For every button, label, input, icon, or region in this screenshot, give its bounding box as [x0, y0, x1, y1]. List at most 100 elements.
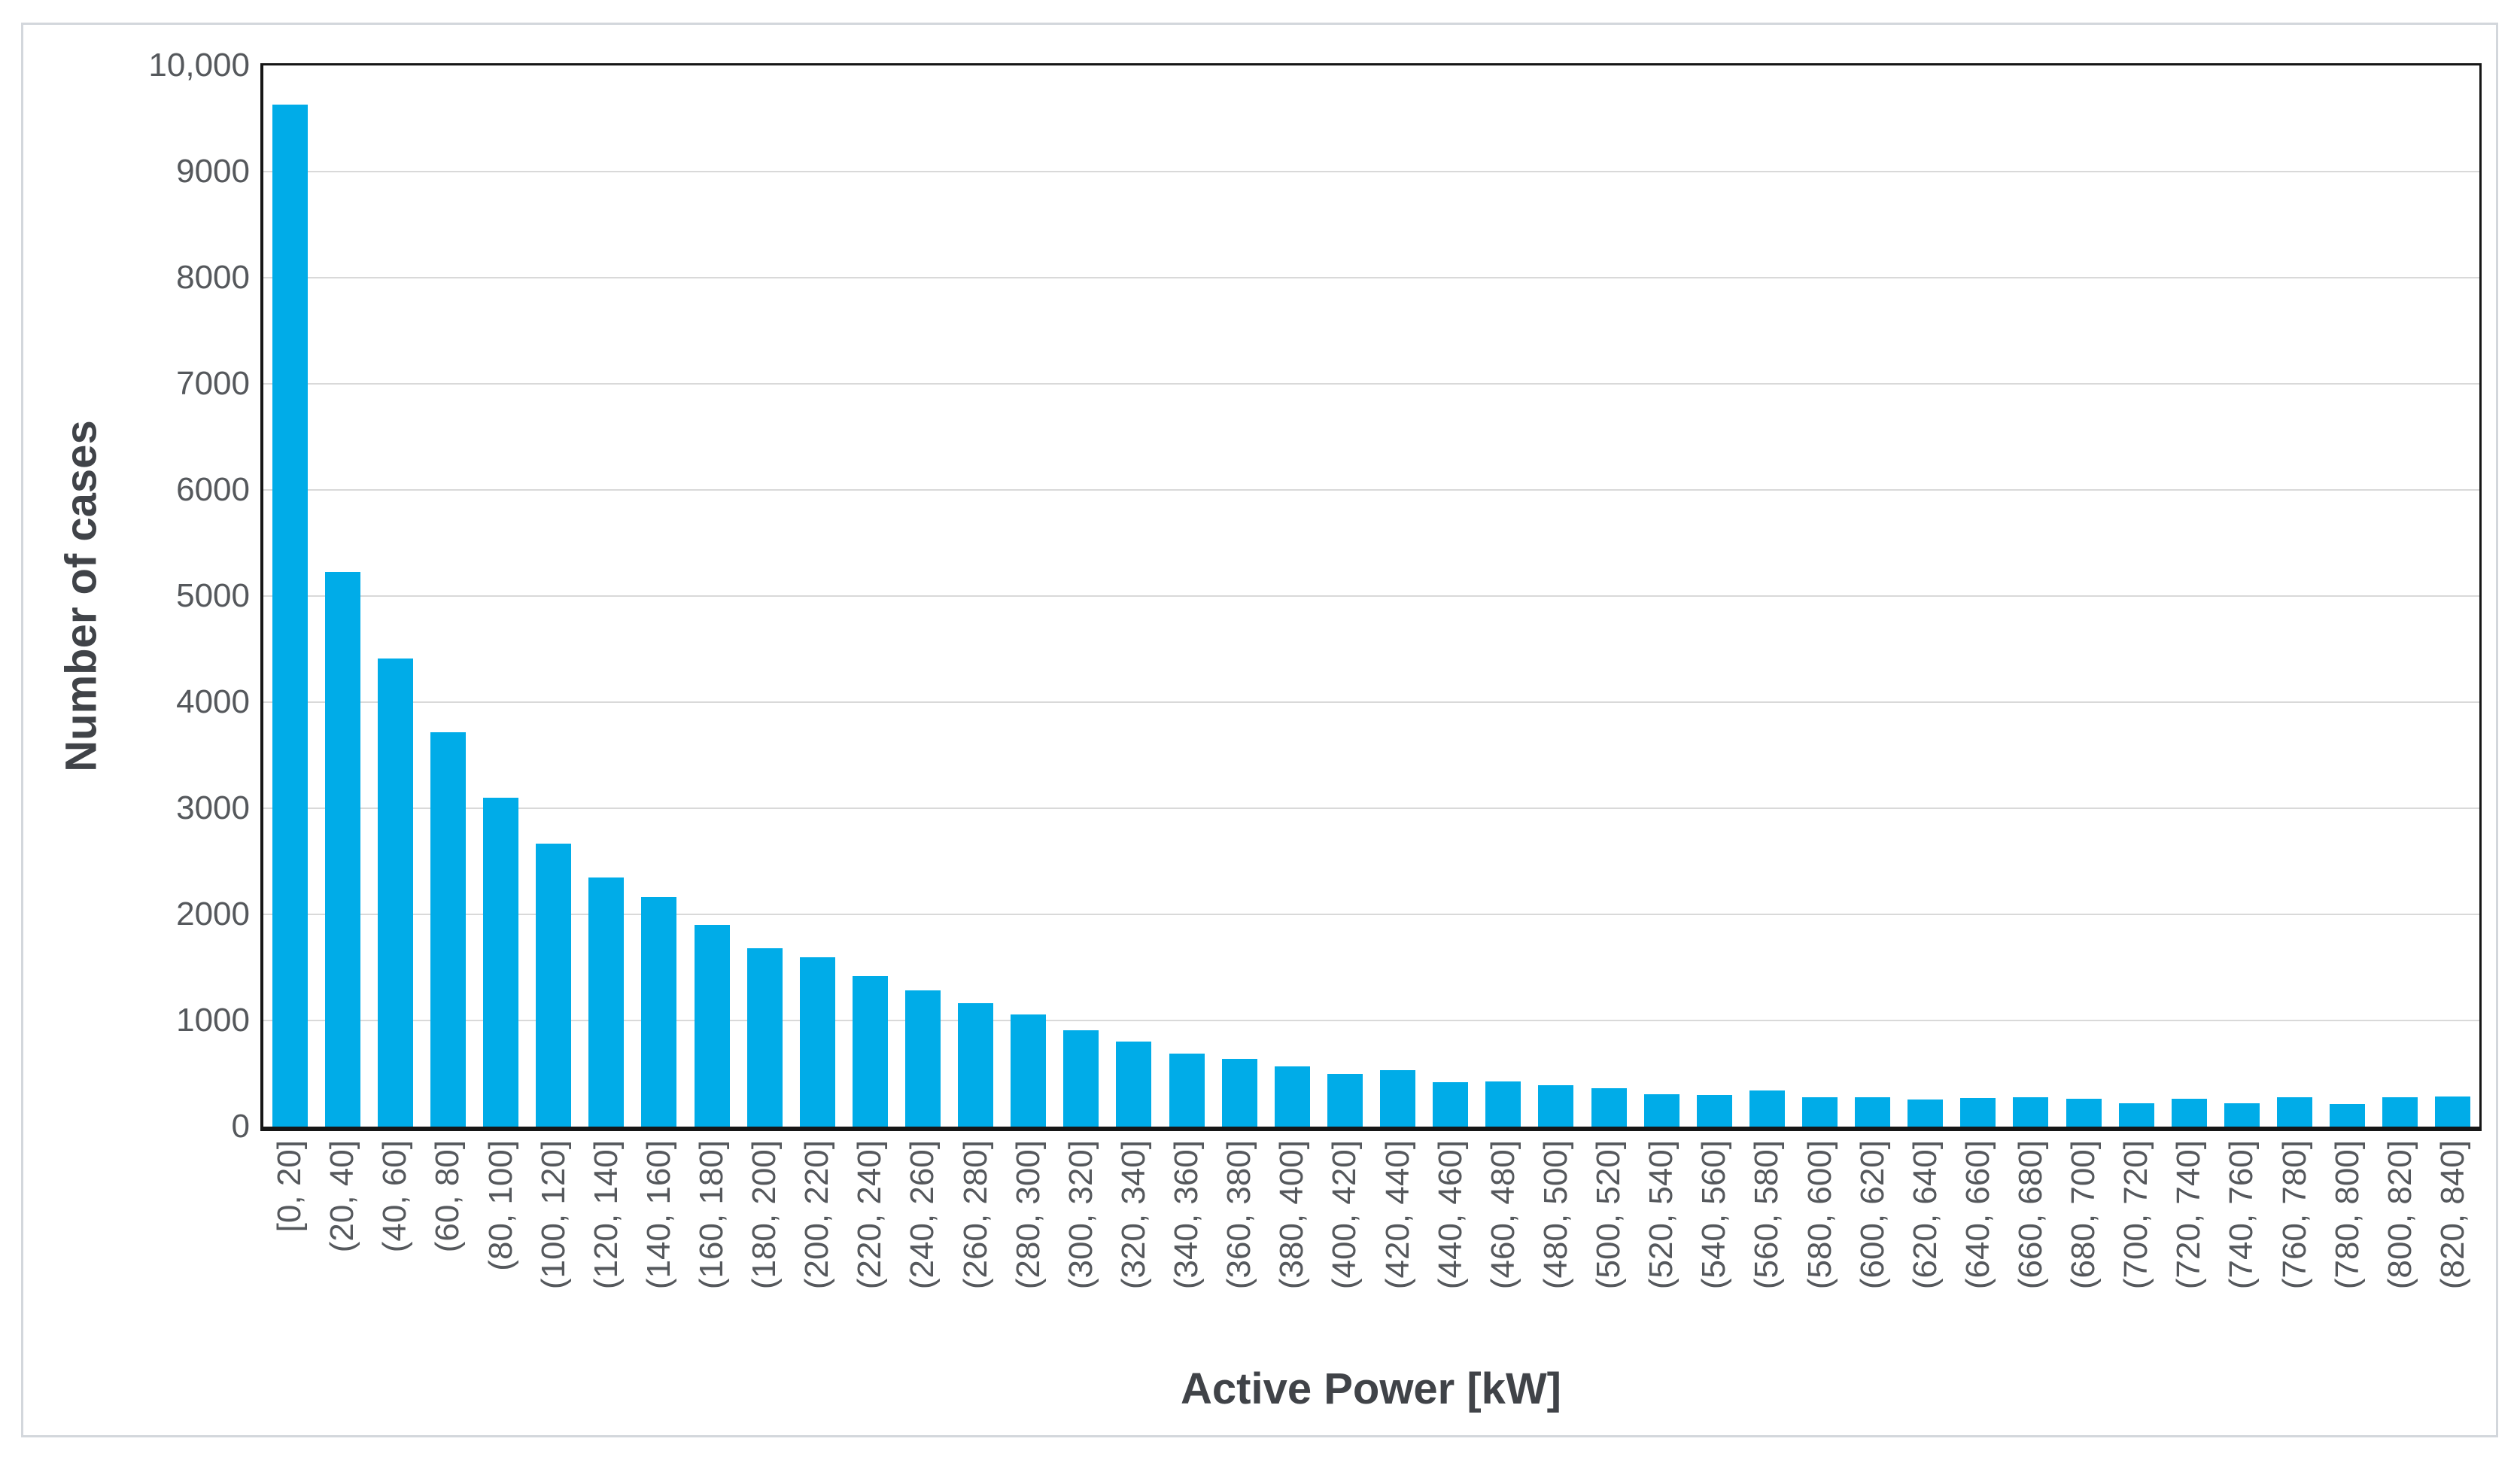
- bar: [1221, 1058, 1257, 1127]
- bar: [1274, 1066, 1310, 1127]
- bar: [1380, 1070, 1416, 1127]
- x-tick-label: (740, 760]: [2223, 1140, 2260, 1290]
- x-tick-label: (660, 680]: [2011, 1140, 2049, 1290]
- gridline: [263, 489, 2479, 491]
- x-tick-label: (60, 80]: [429, 1140, 467, 1253]
- bar: [2277, 1097, 2313, 1127]
- x-tick-label: (20, 40]: [324, 1140, 361, 1253]
- x-tick-label: (480, 500]: [1537, 1140, 1574, 1290]
- gridline: [263, 171, 2479, 172]
- bar: [1063, 1030, 1099, 1127]
- plot-area: [260, 63, 2482, 1131]
- x-tick-label: (380, 400]: [1273, 1140, 1311, 1290]
- x-tick-label: (620, 640]: [1906, 1140, 1944, 1290]
- bar: [430, 732, 466, 1127]
- x-tick-label: [0, 20]: [271, 1140, 309, 1233]
- bar: [1169, 1054, 1205, 1127]
- bar: [1802, 1096, 1838, 1127]
- y-tick-label: 1000: [176, 1002, 250, 1039]
- y-tick-label: 6000: [176, 471, 250, 508]
- x-tick-label: (40, 60]: [376, 1140, 414, 1253]
- bar: [1327, 1073, 1363, 1127]
- bar: [694, 925, 730, 1127]
- bar: [1907, 1100, 1944, 1127]
- bar: [1749, 1090, 1785, 1127]
- x-tick-label: (680, 700]: [2065, 1140, 2102, 1290]
- x-tick-label: (500, 520]: [1590, 1140, 1628, 1290]
- x-tick-label: (120, 140]: [587, 1140, 625, 1290]
- x-tick-label: (760, 780]: [2275, 1140, 2313, 1290]
- x-tick-label: (240, 260]: [904, 1140, 941, 1290]
- x-tick-label: (800, 820]: [2381, 1140, 2418, 1290]
- bar: [1591, 1087, 1627, 1127]
- x-tick-label: (700, 720]: [2117, 1140, 2155, 1290]
- gridline: [263, 595, 2479, 597]
- bar: [324, 571, 360, 1127]
- gridline: [263, 808, 2479, 809]
- bar: [1011, 1014, 1047, 1127]
- bar: [2382, 1096, 2418, 1127]
- y-tick-label: 5000: [176, 577, 250, 614]
- gridline: [263, 914, 2479, 915]
- x-axis-title: Active Power [kW]: [1181, 1364, 1561, 1413]
- bar: [1855, 1096, 1891, 1127]
- y-tick-label: 7000: [176, 365, 250, 402]
- x-tick-label: (260, 280]: [956, 1140, 994, 1290]
- bar: [377, 659, 413, 1127]
- x-tick-label: (780, 800]: [2328, 1140, 2366, 1290]
- bar: [746, 948, 783, 1127]
- bar: [958, 1003, 994, 1127]
- bar: [588, 877, 625, 1127]
- bar: [1643, 1094, 1679, 1127]
- bar: [2224, 1103, 2260, 1127]
- bar: [2066, 1098, 2102, 1127]
- x-tick-label: (280, 300]: [1009, 1140, 1047, 1290]
- x-tick-label: (360, 380]: [1220, 1140, 1258, 1290]
- bar: [641, 897, 677, 1127]
- bar: [1485, 1081, 1521, 1127]
- gridline: [263, 383, 2479, 385]
- x-tick-label: (100, 120]: [534, 1140, 572, 1290]
- x-tick-label: (300, 320]: [1062, 1140, 1099, 1290]
- y-tick-label: 9000: [176, 153, 250, 190]
- x-tick-label: (320, 340]: [1114, 1140, 1152, 1290]
- x-tick-label: (80, 100]: [482, 1140, 519, 1271]
- x-tick-label: (520, 540]: [1643, 1140, 1680, 1290]
- x-tick-label: (140, 160]: [640, 1140, 677, 1290]
- bar: [1433, 1081, 1469, 1127]
- bar: [2118, 1103, 2154, 1127]
- y-tick-label: 2000: [176, 896, 250, 932]
- bar: [2171, 1098, 2207, 1127]
- x-tick-label: (340, 360]: [1168, 1140, 1205, 1290]
- bar: [852, 975, 888, 1127]
- bar: [536, 843, 572, 1127]
- bar: [483, 797, 519, 1127]
- x-tick-label: (440, 460]: [1431, 1140, 1469, 1290]
- gridline: [263, 1020, 2479, 1021]
- x-tick-label: (160, 180]: [693, 1140, 730, 1290]
- bar: [1116, 1042, 1152, 1127]
- y-tick-label: 8000: [176, 259, 250, 296]
- y-tick-label: 4000: [176, 683, 250, 720]
- x-tick-label: (420, 440]: [1379, 1140, 1416, 1290]
- x-tick-label: (200, 220]: [798, 1140, 836, 1290]
- bar: [1960, 1097, 1996, 1127]
- x-tick-label: (720, 740]: [2170, 1140, 2208, 1290]
- bar: [799, 957, 835, 1127]
- x-tick-label: (820, 840]: [2433, 1140, 2471, 1290]
- y-tick-label: 10,000: [148, 47, 250, 84]
- x-tick-label: (220, 240]: [851, 1140, 889, 1290]
- bar: [2435, 1096, 2471, 1127]
- y-tick-label: 3000: [176, 789, 250, 826]
- bar: [1538, 1085, 1574, 1127]
- x-tick-label: (640, 660]: [1959, 1140, 1996, 1290]
- x-tick-label: (600, 620]: [1853, 1140, 1891, 1290]
- gridline: [263, 701, 2479, 703]
- x-tick-label: (180, 200]: [746, 1140, 783, 1290]
- x-tick-label: (540, 560]: [1695, 1140, 1733, 1290]
- bar: [1696, 1094, 1732, 1127]
- y-tick-label: 0: [231, 1108, 250, 1145]
- gridline: [263, 277, 2479, 278]
- x-tick-label: (460, 480]: [1484, 1140, 1521, 1290]
